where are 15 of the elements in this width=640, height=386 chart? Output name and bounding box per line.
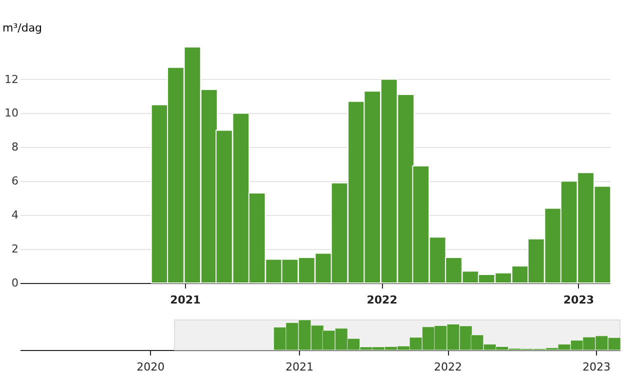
x-tick-label: 2022 <box>434 360 462 374</box>
y-tick-label: 12 <box>4 72 18 86</box>
x-tick-label: 2021 <box>170 294 201 306</box>
y-tick-label: 4 <box>12 208 18 222</box>
y-tick-label: 6 <box>12 174 18 188</box>
y-tick-label: 2 <box>12 242 18 256</box>
y-axis-title: m³/dag <box>2 22 42 34</box>
x-tick-label: 2022 <box>366 294 398 306</box>
x-tick-label: 2023 <box>582 360 610 374</box>
x-tick-label: 2023 <box>563 294 594 306</box>
y-tick-label: 0 <box>12 276 18 290</box>
x-tick-label: 2020 <box>136 360 165 374</box>
y-tick-label: 8 <box>12 140 18 154</box>
x-tick-label: 2021 <box>286 360 314 374</box>
y-tick-label: 10 <box>4 106 18 120</box>
